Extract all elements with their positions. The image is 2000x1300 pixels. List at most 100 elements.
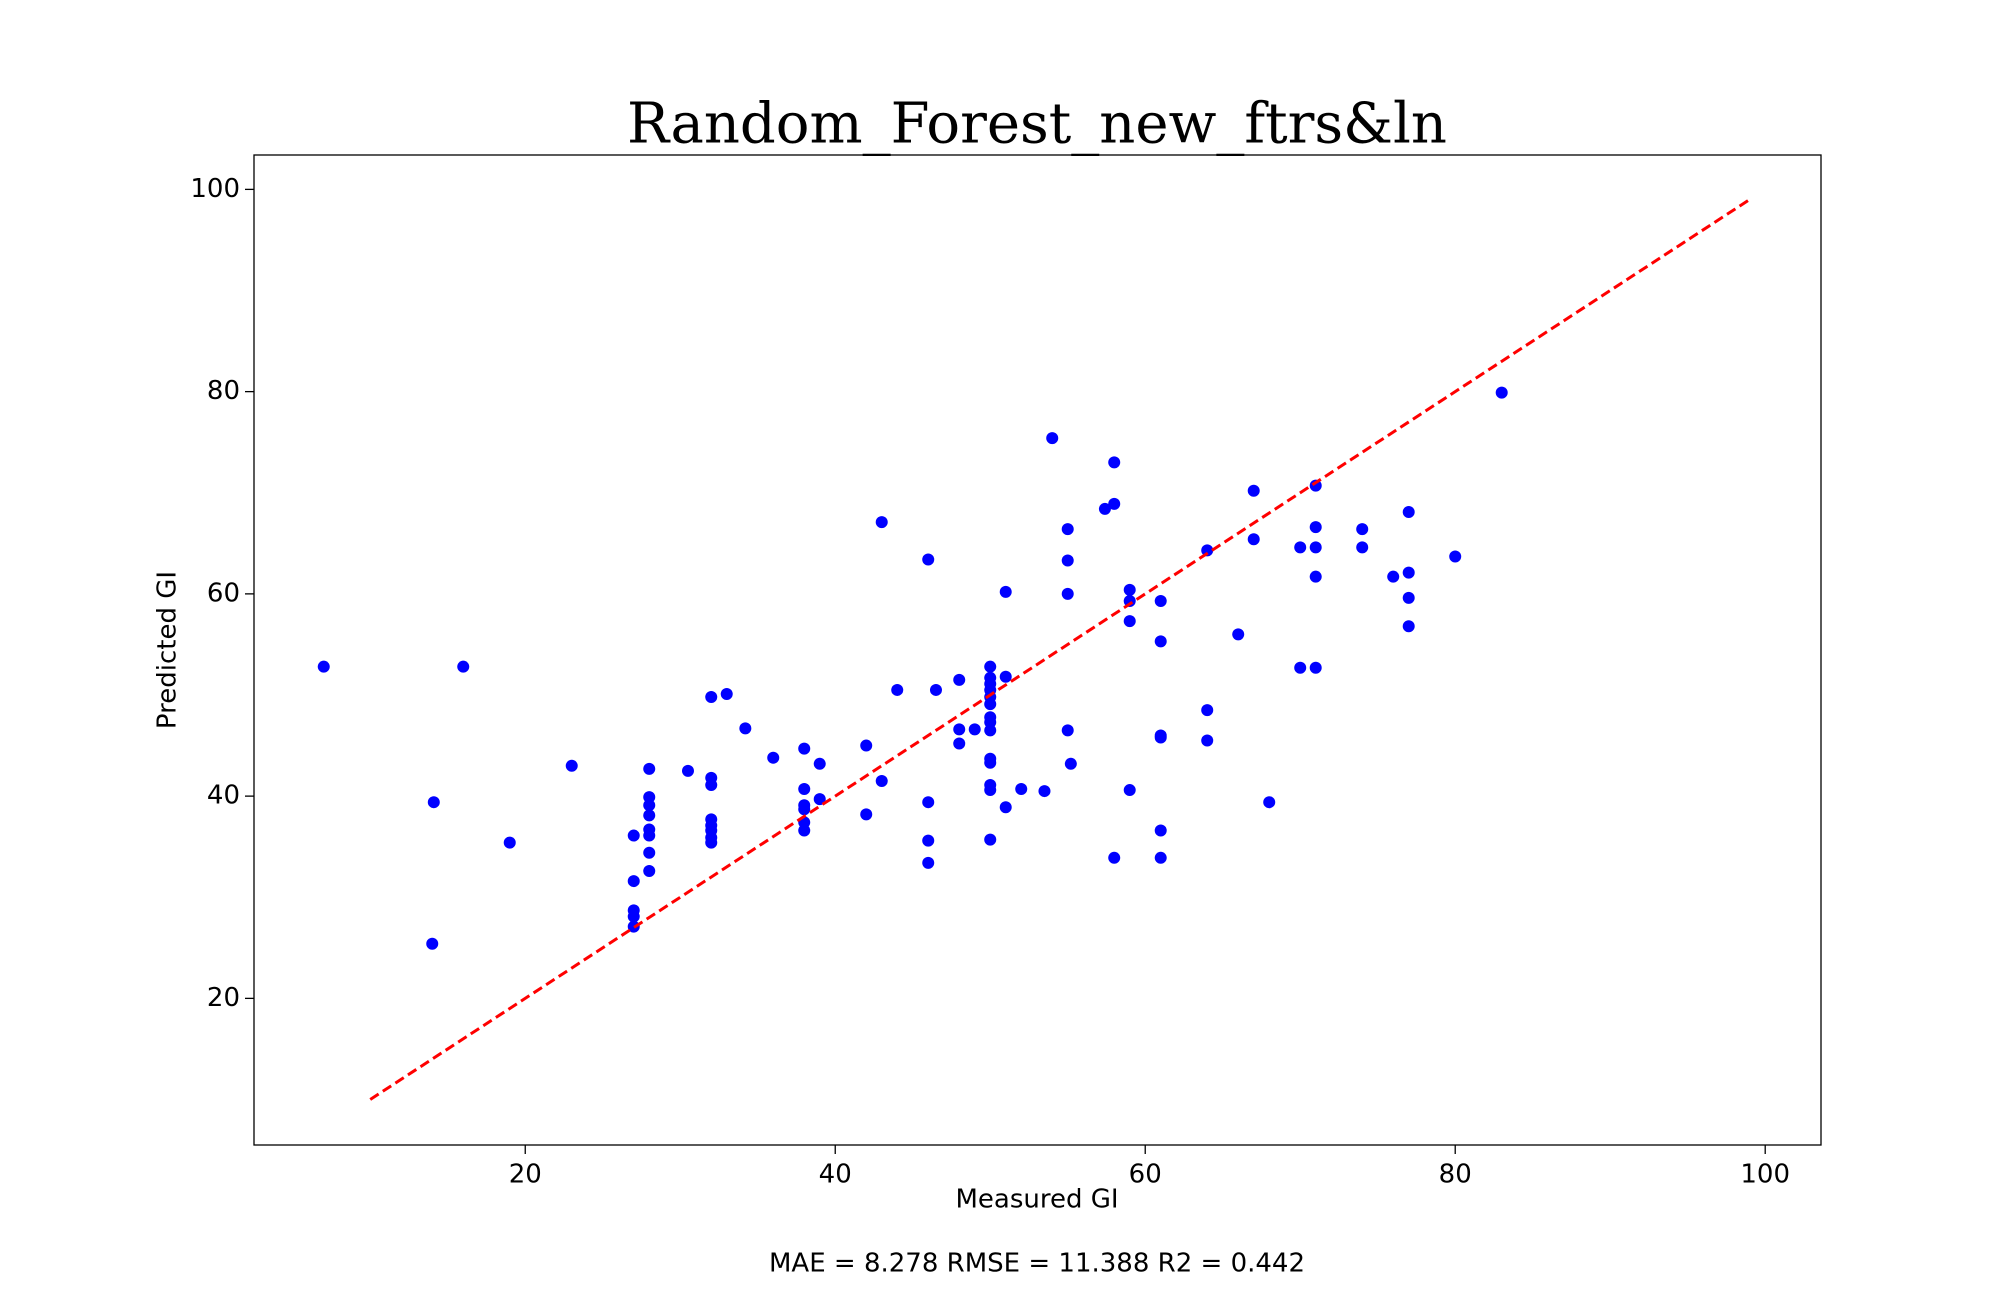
data-point: [875, 516, 888, 529]
data-point: [1309, 521, 1322, 534]
data-point: [643, 762, 656, 775]
data-point: [1294, 661, 1307, 674]
chart-title: Random_Forest_new_ftrs&ln: [627, 92, 1447, 157]
data-point: [1154, 851, 1167, 864]
x-axis-label: Measured GI: [955, 1185, 1118, 1215]
data-point: [1061, 587, 1074, 600]
data-point: [1356, 523, 1369, 536]
y-axis-label: Predicted GI: [153, 571, 183, 729]
data-point: [1263, 796, 1276, 809]
data-point: [813, 793, 826, 806]
data-point: [1232, 628, 1245, 641]
data-point: [1247, 533, 1260, 546]
data-point: [1108, 851, 1121, 864]
data-point: [1038, 785, 1051, 798]
y-tick-label: 40: [207, 781, 240, 811]
x-tick-label: 40: [819, 1160, 852, 1190]
data-point: [953, 737, 966, 750]
data-point: [984, 784, 997, 797]
data-point: [1064, 757, 1077, 770]
data-point: [813, 757, 826, 770]
data-point: [922, 553, 935, 566]
data-point: [1402, 620, 1415, 633]
data-point: [643, 864, 656, 877]
data-point: [798, 742, 811, 755]
x-tick-label: 100: [1740, 1160, 1790, 1190]
x-tick-label: 60: [1129, 1160, 1162, 1190]
data-point: [1495, 386, 1508, 399]
data-point: [922, 856, 935, 869]
data-point: [953, 723, 966, 736]
data-point: [1015, 783, 1028, 796]
data-point: [922, 834, 935, 847]
data-point: [1201, 734, 1214, 747]
x-tick-label: 80: [1439, 1160, 1472, 1190]
y-tick-label: 60: [207, 578, 240, 608]
data-point: [1449, 550, 1462, 563]
data-point: [457, 660, 470, 673]
data-point: [1154, 824, 1167, 837]
data-point: [984, 660, 997, 673]
data-point: [953, 673, 966, 686]
data-point: [1046, 432, 1059, 445]
data-point: [1154, 731, 1167, 744]
data-point: [1294, 541, 1307, 554]
data-point: [1402, 505, 1415, 518]
data-point: [1309, 479, 1322, 492]
data-point: [1154, 594, 1167, 607]
data-point: [1309, 661, 1322, 674]
data-point: [627, 910, 640, 923]
data-point: [984, 833, 997, 846]
data-point: [875, 774, 888, 787]
data-point: [984, 698, 997, 711]
data-point: [643, 846, 656, 859]
data-point: [627, 829, 640, 842]
data-point: [891, 683, 904, 696]
y-tick-label: 80: [207, 376, 240, 406]
data-point: [1154, 635, 1167, 648]
data-point: [643, 809, 656, 822]
data-point: [427, 796, 440, 809]
data-point: [565, 759, 578, 772]
data-point: [1108, 497, 1121, 510]
data-point: [1108, 456, 1121, 469]
data-point: [1309, 541, 1322, 554]
data-point: [984, 724, 997, 737]
data-point: [643, 799, 656, 812]
data-point: [999, 801, 1012, 814]
data-point: [1387, 570, 1400, 583]
data-point: [1061, 724, 1074, 737]
data-point: [1402, 566, 1415, 579]
data-point: [929, 683, 942, 696]
data-point: [1402, 591, 1415, 604]
reference-line: [369, 198, 1751, 1101]
data-point: [798, 783, 811, 796]
x-tick-label: 20: [509, 1160, 542, 1190]
data-point: [720, 687, 733, 700]
data-point: [1123, 615, 1136, 628]
data-point: [860, 808, 873, 821]
data-point: [922, 796, 935, 809]
data-point: [1061, 523, 1074, 536]
data-point: [999, 670, 1012, 683]
data-point: [1123, 583, 1136, 596]
data-point: [1098, 502, 1111, 515]
data-point: [1201, 704, 1214, 717]
data-point: [503, 836, 516, 849]
data-point: [798, 803, 811, 816]
data-point: [860, 739, 873, 752]
data-point: [798, 824, 811, 837]
data-point: [317, 660, 330, 673]
data-point: [999, 585, 1012, 598]
data-point: [426, 937, 439, 950]
data-point: [1061, 554, 1074, 567]
y-tick-label: 20: [207, 983, 240, 1013]
plot-frame: [253, 154, 1822, 1146]
data-point: [739, 722, 752, 735]
data-point: [1123, 594, 1136, 607]
data-point: [705, 779, 718, 791]
data-point: [984, 756, 997, 769]
data-point: [627, 875, 640, 888]
